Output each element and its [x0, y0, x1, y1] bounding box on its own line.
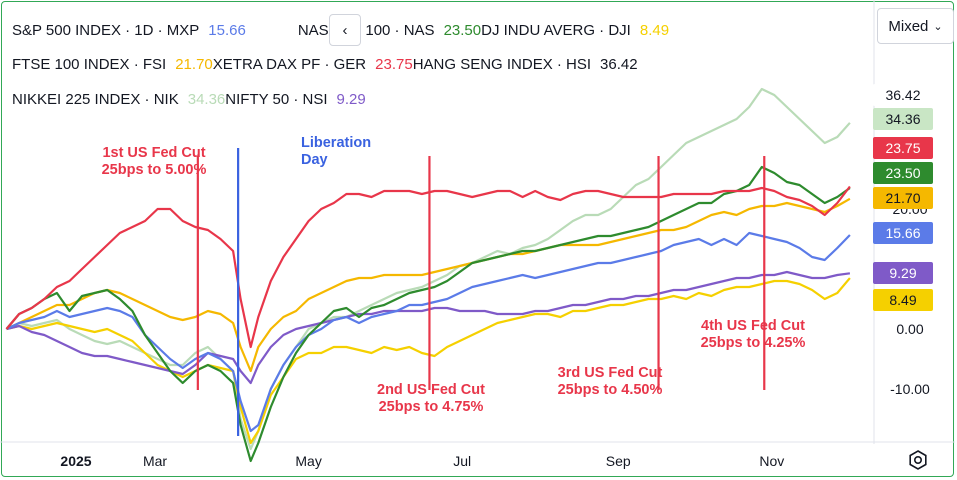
y-axis-value-badge: [873, 162, 933, 184]
legend-series-value: 34.36: [187, 90, 226, 108]
y-axis-value-badge: [873, 84, 933, 106]
series-line-0[interactable]: [6, 231, 851, 433]
event-annotation-label: 3rd US Fed Cut: [558, 365, 663, 381]
x-tick-label: May: [295, 453, 321, 469]
y-axis-value-label: 8.49: [889, 292, 916, 308]
legend-series-value: 21.70: [175, 55, 213, 73]
settings-button[interactable]: [903, 448, 933, 472]
event-annotation-label: 2nd US Fed Cut: [377, 382, 485, 398]
event-annotation-label: 25bps to 5.00%: [102, 162, 207, 178]
legend-row: FTSE 100 INDEX · FSI 21.70 XETRA DAX PF · …: [12, 53, 638, 75]
legend-item[interactable]: FTSE 100 INDEX · FSI 21.70: [12, 56, 213, 73]
event-annotation-label: Liberation: [301, 135, 371, 151]
y-axis-value-label: 23.50: [885, 165, 920, 181]
legend-row: NIKKEI 225 INDEX · NIK 34.36 NIFTY 50 · NS…: [12, 88, 366, 110]
legend-series-name: NASDAQ 100 · NAS: [297, 21, 435, 39]
y-axis-value-badge: [873, 262, 933, 284]
legend-series-value: 36.42: [600, 55, 638, 73]
legend-item[interactable]: XETRA DAX PF · GER 23.75: [213, 56, 413, 73]
x-tick-label: Mar: [143, 453, 167, 469]
legend-series-value: 23.75: [375, 55, 413, 73]
x-tick-label: Sep: [606, 453, 631, 469]
y-axis-value-badge: [873, 289, 933, 311]
y-axis-value-label: 23.75: [885, 140, 920, 156]
event-annotation-label: 25bps to 4.75%: [379, 399, 484, 415]
legend-item[interactable]: NIFTY 50 · NSI 9.29: [225, 91, 365, 108]
chevron-down-icon: ⌄: [933, 20, 943, 33]
series-line-1[interactable]: [5, 165, 851, 463]
gear-icon: [909, 450, 927, 470]
legend-series-value: 23.50: [443, 21, 482, 39]
y-tick-label: -10.00: [890, 381, 930, 397]
series-line-2[interactable]: [6, 277, 851, 445]
legend-item[interactable]: HANG SENG INDEX · HSI 36.42: [413, 56, 638, 73]
x-tick-label: Jul: [453, 453, 471, 469]
event-annotation-label: 4th US Fed Cut: [701, 318, 805, 334]
legend-collapse-button[interactable]: ‹: [329, 14, 361, 46]
y-axis-value-badge: [873, 108, 933, 130]
legend-series-name: DJ INDU AVERG · DJI: [481, 21, 631, 39]
series-line-5[interactable]: [6, 87, 851, 451]
event-annotation-label: Day: [301, 152, 328, 168]
scale-mode-label: Mixed: [888, 17, 929, 35]
legend-series-value: 8.49: [639, 21, 670, 39]
y-axis-value-label: 34.36: [885, 111, 920, 127]
y-axis-value-badge: [873, 222, 933, 244]
legend-item[interactable]: S&P 500 INDEX · 1D · MXP 15.66: [12, 22, 246, 39]
legend-item[interactable]: NIKKEI 225 INDEX · NIK 34.36: [12, 91, 225, 108]
y-axis-value-label: 9.29: [889, 265, 916, 281]
y-tick-label: 0.00: [896, 321, 923, 337]
legend-item[interactable]: DJ INDU AVERG · DJI 8.49: [481, 22, 669, 39]
scale-mode-button[interactable]: Mixed ⌄: [877, 8, 954, 44]
y-axis-value-badge: [873, 137, 933, 159]
legend-series-value: 15.66: [208, 21, 246, 39]
series-line-3[interactable]: [6, 197, 851, 373]
x-tick-label: 2025: [60, 453, 91, 469]
y-axis-value-label: 21.70: [885, 190, 920, 206]
series-line-6[interactable]: [6, 270, 851, 385]
legend-item[interactable]: NASDAQ 100 · NAS 23.50: [298, 22, 481, 39]
x-tick-label: Nov: [759, 453, 784, 469]
event-annotation-label: 25bps to 4.25%: [701, 335, 806, 351]
event-annotation-label: 25bps to 4.50%: [558, 382, 663, 398]
legend-series-value: 9.29: [336, 90, 366, 108]
series-line-4[interactable]: [5, 185, 851, 349]
legend-series-name: XETRA DAX PF · GER: [212, 55, 367, 73]
chevron-left-icon: ‹: [342, 21, 348, 39]
legend-series-name: S&P 500 INDEX · 1D · MXP: [12, 21, 200, 39]
legend-series-name: NIKKEI 225 INDEX · NIK: [12, 90, 179, 108]
event-annotation-label: 1st US Fed Cut: [102, 145, 205, 161]
legend-series-name: FTSE 100 INDEX · FSI: [12, 55, 167, 73]
y-axis-value-badge: [873, 187, 933, 209]
y-axis-value-label: 36.42: [885, 87, 920, 103]
y-axis-value-label: 15.66: [885, 225, 920, 241]
legend-series-name: NIFTY 50 · NSI: [225, 90, 328, 108]
legend-series-name: HANG SENG INDEX · HSI: [412, 55, 592, 73]
